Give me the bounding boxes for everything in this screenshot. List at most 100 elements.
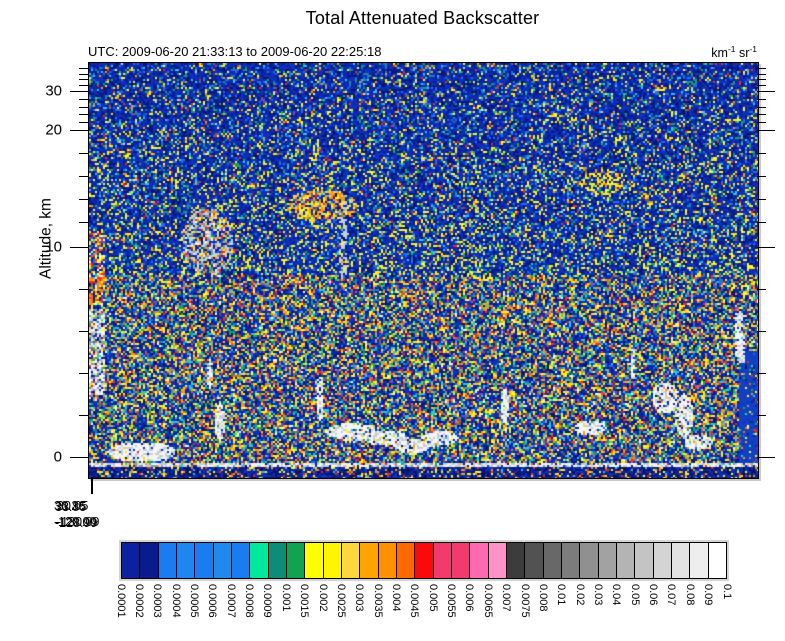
colorbar-tick-label: 0.0025 [334,584,347,618]
colorbar-cell [488,543,507,578]
colorbar-tick-label: 0.0007 [224,584,237,618]
time-range-subtitle: UTC: 2009-06-20 21:33:13 to 2009-06-20 2… [88,44,382,59]
colorbar-cell [598,543,617,578]
colorbar-cell [305,543,324,578]
minor-tick-left [79,73,88,75]
colorbar-cell [140,543,159,578]
colorbar-tick-label: 0.0055 [445,584,458,618]
colorbar-cell [341,543,361,578]
colorbar-tick-label: 0.03 [591,584,604,606]
colorbar-cell [580,543,599,578]
minor-tick-right [757,67,766,69]
x-tick-bottom [91,477,93,494]
minor-tick-left [79,122,88,124]
colorbar-labels: 0.0001 0.0002 0.0003 0.0004 0.0005 0.0006 0.00… [115,584,741,640]
minor-tick-right [757,98,766,100]
major-tick-right [757,91,775,93]
colorbar-tick-label: 0.0009 [261,584,274,618]
colorbar-cell [323,543,342,578]
minor-tick-right [757,331,766,332]
colorbar-tick-label: 0.04 [610,584,623,606]
colorbar-cell [543,543,562,578]
colorbar-cell [286,543,306,578]
minor-tick-left [79,67,88,69]
colorbar-tick-label: 0.06 [647,584,660,606]
overprint-latitude-row: 36.36 30.05 33.85 [54,499,144,515]
major-tick-right [757,130,775,132]
colorbar-tick-label: 0.1 [720,584,733,600]
colorbar-cell [616,543,636,578]
colorbar-cell [250,543,269,578]
colorbar-cell [708,543,726,578]
minor-tick-left [79,222,88,223]
colorbar-cell [378,543,397,578]
colorbar-tick-label: 0.08 [683,584,696,606]
colorbar-tick-label: 0.0008 [243,584,256,618]
colorbar-tick-label: 0.005 [426,584,439,612]
colorbar-cell [176,543,196,578]
minor-tick-right [757,153,766,154]
colorbar-tick-label: 0.09 [702,584,715,606]
overprint-value: 30.05 [57,499,89,513]
colorbar-cell [561,543,581,578]
colorbar-tick-label: 0.0001 [114,584,127,618]
minor-tick-left [79,85,88,87]
colorbar-tick-label: 0.0015 [298,584,311,618]
major-tick-left [70,247,88,249]
minor-tick-left [79,289,88,290]
minor-tick-left [79,331,88,332]
overprint-value: 36.36 [54,499,86,513]
colorbar-tick-label: 0.001 [279,584,292,612]
colorbar-cell [671,543,691,578]
colorbar-cell [122,543,141,578]
minor-tick-right [757,114,766,116]
colorbar-tick-label: 0.0065 [481,584,494,618]
colorbar-cell [158,543,177,578]
minor-tick-right [757,373,766,374]
colorbar-tick-label: 0.0006 [206,584,219,618]
colorbar-cell [396,543,416,578]
colorbar-tick-label: 0.0035 [371,584,384,618]
colorbar-cell [213,543,232,578]
y-tick-label-10: 10 [45,238,62,256]
overprinted-x-labels: 36.36 30.05 33.85 -120.00 -130.09 -128.99 [54,497,144,531]
minor-tick-left [79,98,88,100]
minor-tick-right [757,199,766,200]
colorbar-tick-label: 0.0075 [518,584,531,618]
overprint-value: 33.85 [55,500,87,514]
colorbar-tick-label: 0.0002 [132,584,145,618]
minor-tick-right [757,122,766,124]
minor-tick-left [79,153,88,154]
colorbar-tick-label: 0.0005 [187,584,200,618]
colorbar-tick-label: 0.07 [665,584,678,606]
colorbar-cell [506,543,526,578]
colorbar-cell [195,543,214,578]
colorbar-cell [635,543,654,578]
colorbar-tick-label: 0.003 [353,584,366,612]
minor-tick-left [79,106,88,108]
colorbar-tick-label: 0.006 [463,584,476,612]
colorbar-cell [415,543,434,578]
colorbar-tick-label: 0.004 [389,584,402,612]
minor-tick-left [79,415,88,416]
colorbar-cell [231,543,251,578]
colorbar-tick-label: 0.0004 [169,584,182,618]
minor-tick-right [757,415,766,416]
colorbar-tick-label: 0.008 [536,584,549,612]
minor-tick-left [79,79,88,81]
minor-tick-right [757,106,766,108]
colorbar-cell [470,543,489,578]
overprint-value: -120.00 [54,515,97,529]
minor-tick-right [757,289,766,290]
colorbar-tick-label: 0.02 [573,584,586,606]
major-tick-left [70,130,88,132]
overprint-value: -130.09 [57,515,100,529]
minor-tick-left [79,114,88,116]
y-tick-label-0: 0 [53,448,62,466]
major-tick-right [757,457,775,459]
y-tick-label-30: 30 [45,82,62,100]
overprint-value: -128.99 [55,516,98,530]
minor-tick-right [757,176,766,177]
colorbar-tick-label: 0.05 [628,584,641,606]
plot-area [88,62,759,479]
